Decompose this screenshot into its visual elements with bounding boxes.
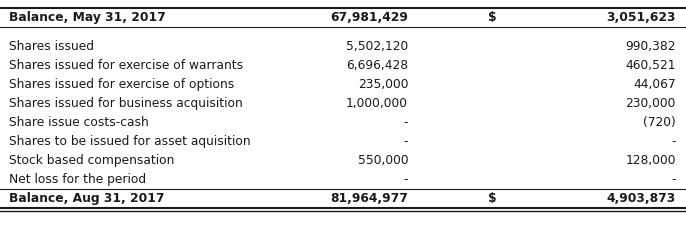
Text: Stock based compensation: Stock based compensation: [9, 154, 174, 167]
Text: 230,000: 230,000: [626, 97, 676, 110]
Text: 460,521: 460,521: [625, 59, 676, 72]
Text: 44,067: 44,067: [633, 78, 676, 91]
Text: -: -: [671, 173, 676, 186]
Text: -: -: [671, 135, 676, 148]
Text: $: $: [488, 11, 497, 24]
Text: -: -: [403, 135, 408, 148]
Text: -: -: [403, 116, 408, 129]
Text: 4,903,873: 4,903,873: [606, 192, 676, 205]
Text: 990,382: 990,382: [625, 40, 676, 53]
Text: Net loss for the period: Net loss for the period: [9, 173, 146, 186]
Text: -: -: [403, 173, 408, 186]
Text: 1,000,000: 1,000,000: [346, 97, 408, 110]
Text: 128,000: 128,000: [625, 154, 676, 167]
Text: Balance, Aug 31, 2017: Balance, Aug 31, 2017: [9, 192, 165, 205]
Text: 550,000: 550,000: [357, 154, 408, 167]
Text: 235,000: 235,000: [357, 78, 408, 91]
Text: 67,981,429: 67,981,429: [330, 11, 408, 24]
Text: Shares issued for exercise of warrants: Shares issued for exercise of warrants: [9, 59, 243, 72]
Text: (720): (720): [643, 116, 676, 129]
Text: Shares to be issued for asset aquisition: Shares to be issued for asset aquisition: [9, 135, 250, 148]
Text: Shares issued for business acquisition: Shares issued for business acquisition: [9, 97, 243, 110]
Text: 81,964,977: 81,964,977: [330, 192, 408, 205]
Text: 6,696,428: 6,696,428: [346, 59, 408, 72]
Text: Share issue costs-cash: Share issue costs-cash: [9, 116, 149, 129]
Text: Shares issued for exercise of options: Shares issued for exercise of options: [9, 78, 234, 91]
Text: 3,051,623: 3,051,623: [606, 11, 676, 24]
Text: Balance, May 31, 2017: Balance, May 31, 2017: [9, 11, 165, 24]
Text: 5,502,120: 5,502,120: [346, 40, 408, 53]
Text: Shares issued: Shares issued: [9, 40, 94, 53]
Text: $: $: [488, 192, 497, 205]
